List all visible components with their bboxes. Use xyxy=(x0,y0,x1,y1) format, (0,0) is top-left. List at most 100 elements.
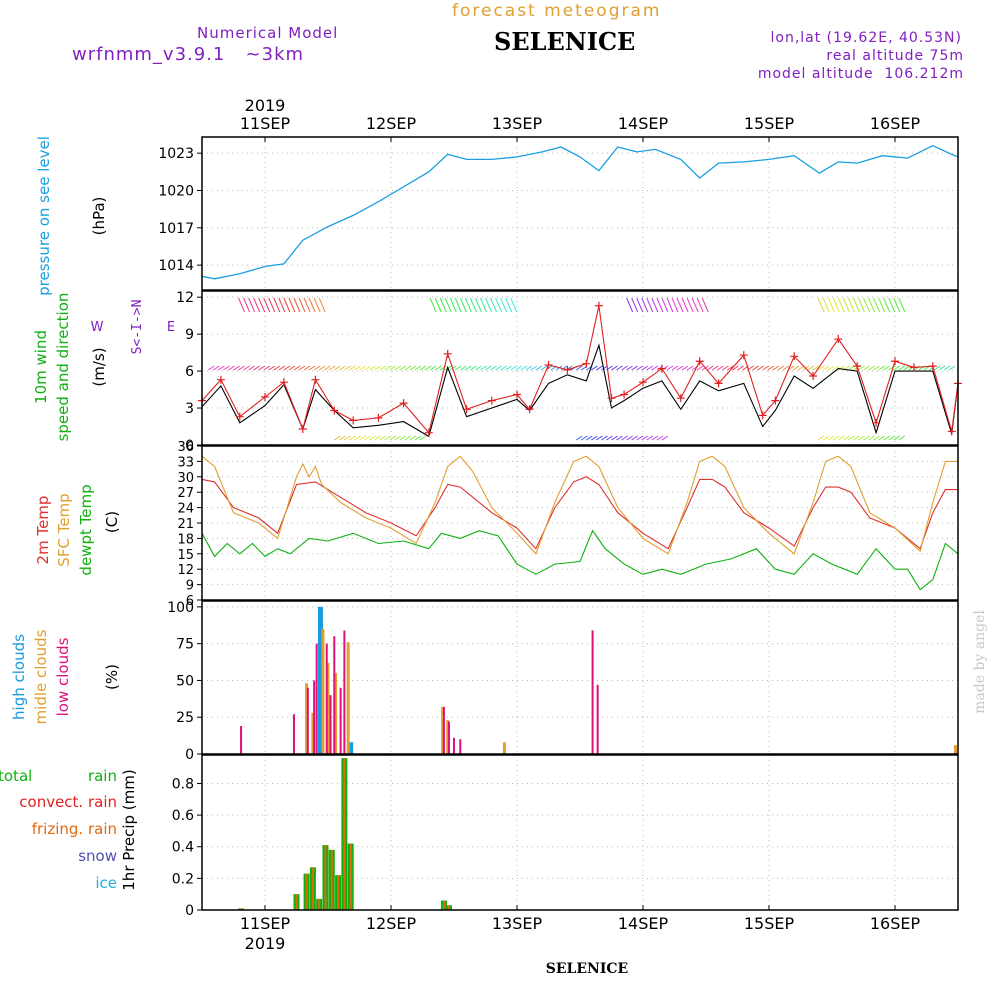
precip-unit: 1hr Precip (mm) xyxy=(120,769,138,890)
top-date-label: 12SEP xyxy=(366,114,417,133)
low-cloud-bar xyxy=(333,636,336,754)
lonlat-label: lon,lat (19.62E, 40.53N) xyxy=(770,30,962,46)
wind-barb xyxy=(671,365,679,371)
panel-frame xyxy=(201,754,959,911)
wind-barb xyxy=(843,435,850,441)
y-tick-label: 25 xyxy=(176,710,194,726)
wind-barb xyxy=(933,365,941,371)
wind-barb xyxy=(722,365,729,371)
wind-barb xyxy=(223,365,230,371)
wind-barb xyxy=(505,365,512,371)
gust-marker xyxy=(563,365,572,374)
wind-barb xyxy=(873,435,880,441)
low-cloud-bar xyxy=(240,726,243,754)
wind-barb xyxy=(389,435,397,441)
wind-barb xyxy=(893,435,901,441)
product-title: forecast meteogram xyxy=(452,1,662,21)
wind-barb xyxy=(248,297,256,313)
wind-barb xyxy=(676,365,684,371)
wind-barb xyxy=(369,435,376,441)
wind-barb xyxy=(444,297,452,313)
wind-barb xyxy=(812,365,820,371)
wind-barb xyxy=(611,365,618,371)
wind-barb xyxy=(853,435,860,441)
low-cloud-bar xyxy=(453,737,455,754)
wind-barb xyxy=(681,297,689,313)
y-tick-label: 12 xyxy=(176,290,194,306)
y-tick-label: 1023 xyxy=(158,146,194,162)
wind-barb xyxy=(873,297,881,313)
y-tick-label: 21 xyxy=(177,517,194,532)
y-tick-label: 36 xyxy=(177,440,194,455)
wind-barb xyxy=(243,365,250,371)
mid-cloud-bar xyxy=(326,662,330,754)
wind-barb xyxy=(460,365,467,371)
wind-barb xyxy=(520,365,528,371)
wind-barb xyxy=(636,435,643,441)
bottom-date-label: 12SEP xyxy=(366,914,417,933)
wind-barb xyxy=(701,297,709,313)
mid-cloud-bar xyxy=(346,642,350,754)
gust-marker xyxy=(607,394,616,403)
compass-rose: S<-I->N xyxy=(130,300,145,355)
gust-marker xyxy=(928,362,937,371)
wind-barb xyxy=(515,365,523,371)
low-cloud-bar xyxy=(313,680,316,754)
wind-barb xyxy=(359,365,366,371)
wind-barb xyxy=(308,297,316,313)
mid-cloud-bar xyxy=(311,712,315,754)
wind-barb xyxy=(898,365,906,371)
model-altitude-label: model altitude 106.212m xyxy=(757,66,964,82)
wind-barb xyxy=(817,365,825,371)
wind-barb xyxy=(208,365,215,371)
wind-barb xyxy=(475,365,482,371)
sfctemp-title: SFC Temp xyxy=(55,493,73,566)
wind-barb xyxy=(263,297,271,313)
wind-barb xyxy=(465,365,472,371)
wind-barb xyxy=(888,435,895,441)
gust-marker xyxy=(374,413,383,422)
wind-barb xyxy=(767,365,775,371)
y-tick-label: 1014 xyxy=(158,258,194,274)
wind-barb xyxy=(822,297,830,313)
wind-barb xyxy=(278,297,286,313)
real-altitude-label: real altitude 75m xyxy=(826,48,964,64)
wind-barb xyxy=(404,365,412,371)
wind-barb xyxy=(898,297,906,313)
wind-barb xyxy=(424,365,432,371)
gridlines xyxy=(202,137,958,911)
dewpt-title: dewpt Temp xyxy=(77,484,95,575)
wind-barb xyxy=(399,365,407,371)
panel-frame xyxy=(201,290,959,446)
legend-snow: snow xyxy=(78,847,117,865)
wind-barb xyxy=(434,297,442,313)
wind-barb xyxy=(384,435,391,441)
wind-barb xyxy=(661,297,669,313)
wind-barb xyxy=(303,365,311,371)
wind-barb xyxy=(384,365,391,371)
gust-marker xyxy=(279,378,288,387)
wind-barb xyxy=(268,297,276,313)
gust-marker xyxy=(330,406,339,415)
wind-barb xyxy=(429,365,437,371)
gust-marker xyxy=(790,352,799,361)
bottom-date-ticks: 11SEP 12SEP 13SEP 14SEP 15SEP 16SEP xyxy=(240,914,921,933)
gust-marker xyxy=(235,412,244,421)
pressure-title: pressure on see level xyxy=(35,136,53,296)
wind-barb xyxy=(470,365,477,371)
wind-barb xyxy=(858,435,865,441)
wind-barb xyxy=(832,435,840,441)
gust-marker xyxy=(739,351,748,360)
wind-barb xyxy=(817,297,825,313)
y-tick-label: 6 xyxy=(185,364,194,380)
y-tick-label: 100 xyxy=(167,600,194,616)
gust-marker xyxy=(676,394,685,403)
wind-barb xyxy=(601,435,608,441)
convect-rain-bar xyxy=(305,873,308,910)
convect-rain-bar xyxy=(343,758,346,910)
gust-marker xyxy=(714,379,723,388)
wind-barb xyxy=(656,435,664,441)
top-date-label: 11SEP xyxy=(240,114,291,133)
wind-barb xyxy=(727,365,734,371)
model-version: wrfnmm_v3.9.1 ~3km xyxy=(72,44,305,65)
